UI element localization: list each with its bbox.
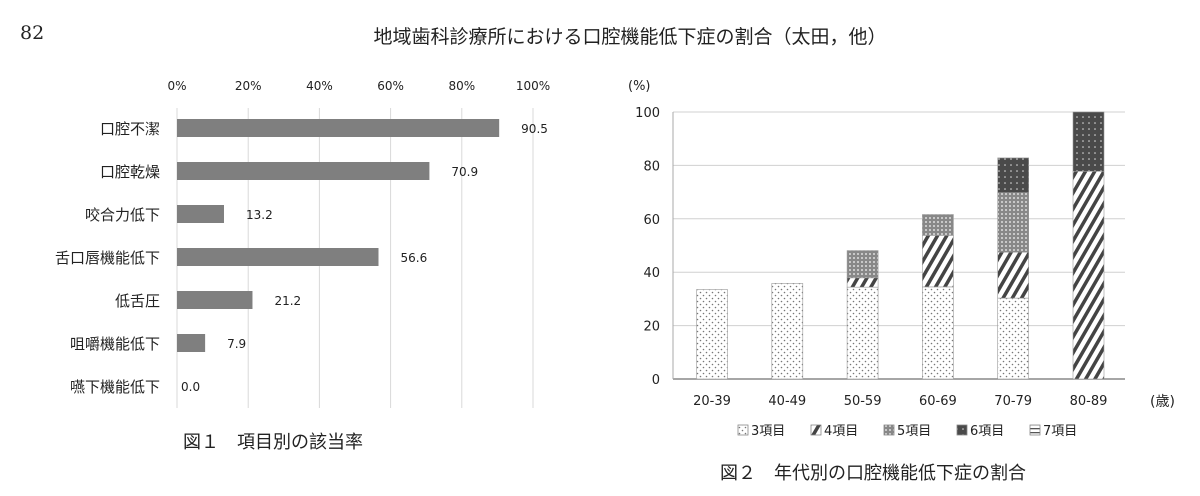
chart-item-rates: 0% 20% 40% 60% 80% 100% 口腔不潔 90.5 口腔乾燥 70.9 咬合力低下 1… <box>55 79 550 408</box>
x-tick-label: 0% <box>167 79 186 93</box>
page-title: 地域歯科診療所における口腔機能低下症の割合（太田，他） <box>373 26 887 48</box>
bar-segment <box>846 250 879 279</box>
y-tick-label: 60 <box>643 213 660 228</box>
legend-swatch <box>810 424 822 436</box>
bar <box>177 334 206 352</box>
legend-swatch <box>737 424 749 436</box>
legend-label: 3項目 <box>751 424 785 439</box>
x-tick-label: 70-79 <box>994 394 1032 409</box>
chart-age-distribution: 0 20 40 60 80 100 (%) 20-39 40-49 50-59 60-69 70-79… <box>628 79 1175 439</box>
bar <box>177 119 500 137</box>
category-label: 口腔乾燥 <box>100 163 160 181</box>
x-tick-label: 100% <box>516 79 550 93</box>
data-label: 90.5 <box>521 122 548 136</box>
y-tick-label: 40 <box>643 266 660 281</box>
data-label: 70.9 <box>451 165 478 179</box>
category-label: 舌口唇機能低下 <box>55 249 160 267</box>
x-tick-label: 40-49 <box>768 394 806 409</box>
legend-swatch <box>1029 424 1041 436</box>
y-tick-label: 100 <box>635 106 660 121</box>
data-label: 7.9 <box>227 337 246 351</box>
legend-label: 4項目 <box>824 424 858 439</box>
y-tick-label: 20 <box>643 320 660 335</box>
bar <box>177 248 379 266</box>
data-label: 0.0 <box>181 380 200 394</box>
bar <box>177 162 430 180</box>
data-label: 21.2 <box>274 294 301 308</box>
figure2-caption: 図２ 年代別の口腔機能低下症の割合 <box>720 463 1026 484</box>
category-label: 咀嚼機能低下 <box>70 335 160 353</box>
category-label: 嚥下機能低下 <box>70 378 160 396</box>
x-tick-label: 60% <box>377 79 404 93</box>
bar-segment <box>997 157 1030 193</box>
bar-segment <box>846 277 879 288</box>
y-tick-label: 80 <box>643 159 660 174</box>
bar-segment <box>771 283 804 380</box>
category-label: 低舌圧 <box>115 292 160 310</box>
category-label: 口腔不潔 <box>100 120 160 138</box>
bar <box>177 291 253 309</box>
data-label: 13.2 <box>246 208 273 222</box>
category-label: 咬合力低下 <box>85 206 160 224</box>
legend-swatch <box>883 424 895 436</box>
figure1-caption: 図１ 項目別の該当率 <box>183 432 363 453</box>
legend-label: 6項目 <box>970 424 1004 439</box>
x-tick-label: 80-89 <box>1070 394 1108 409</box>
bar-segment <box>922 286 954 380</box>
x-tick-label: 40% <box>306 79 333 93</box>
bar-segment <box>997 251 1030 299</box>
y-axis-label: (%) <box>628 79 651 94</box>
legend-swatch <box>956 424 968 436</box>
page-number: 82 <box>20 22 45 44</box>
x-tick-label: 80% <box>448 79 475 93</box>
data-label: 56.6 <box>400 251 427 265</box>
bar-segment <box>997 192 1030 253</box>
bar-segment <box>846 286 879 380</box>
bar-segment <box>1072 170 1105 380</box>
x-tick-label: 20% <box>235 79 262 93</box>
bar-segment <box>696 289 728 380</box>
bar-segment <box>922 214 954 236</box>
bar <box>177 205 224 223</box>
bar-segment <box>1072 111 1105 172</box>
legend-label: 5項目 <box>897 424 931 439</box>
bar-segment <box>922 235 954 288</box>
x-tick-label: 50-59 <box>844 394 882 409</box>
y-tick-label: 0 <box>652 373 660 388</box>
bar-segment <box>997 297 1030 380</box>
legend-label: 7項目 <box>1043 424 1077 439</box>
x-tick-label: 60-69 <box>919 394 957 409</box>
x-tick-label: 20-39 <box>693 394 731 409</box>
x-axis-label: (歳) <box>1150 394 1175 410</box>
